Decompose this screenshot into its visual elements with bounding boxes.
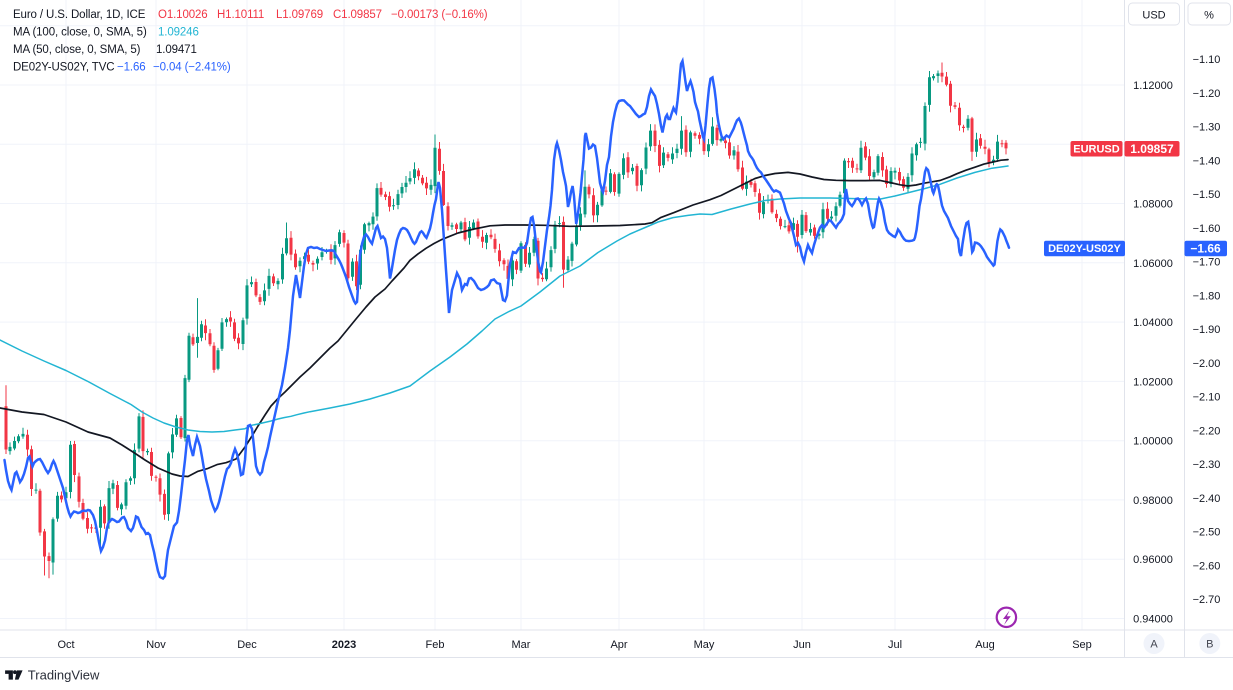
svg-text:−1.10: −1.10 [1193, 54, 1221, 66]
svg-text:Jun: Jun [793, 639, 811, 651]
svg-text:Euro / U.S. Dollar, 1D, ICE: Euro / U.S. Dollar, 1D, ICE [13, 9, 146, 21]
svg-text:1.09246: 1.09246 [158, 27, 199, 39]
svg-text:DE02Y-US02Y, TVC: DE02Y-US02Y, TVC [13, 62, 114, 74]
svg-text:C1.09857: C1.09857 [333, 9, 382, 21]
svg-text:0.96000: 0.96000 [1133, 554, 1173, 566]
svg-text:B: B [1206, 639, 1213, 651]
svg-text:−2.00: −2.00 [1193, 358, 1221, 370]
svg-text:DE02Y-US02Y: DE02Y-US02Y [1048, 243, 1121, 255]
svg-text:−2.70: −2.70 [1193, 594, 1221, 606]
svg-text:1.02000: 1.02000 [1133, 376, 1173, 388]
svg-text:MA (100, close, 0, SMA, 5): MA (100, close, 0, SMA, 5) [13, 27, 147, 39]
svg-text:Jul: Jul [888, 639, 902, 651]
svg-text:−1.66: −1.66 [1190, 242, 1221, 256]
svg-text:Apr: Apr [610, 639, 627, 651]
svg-text:−2.10: −2.10 [1193, 392, 1221, 404]
svg-text:MA (50, close, 0, SMA, 5): MA (50, close, 0, SMA, 5) [13, 44, 141, 56]
svg-text:Oct: Oct [57, 639, 74, 651]
svg-text:May: May [694, 639, 715, 651]
svg-text:−2.30: −2.30 [1193, 459, 1221, 471]
svg-text:1.06000: 1.06000 [1133, 258, 1173, 270]
svg-text:1.08000: 1.08000 [1133, 199, 1173, 211]
svg-text:1.09857: 1.09857 [1130, 142, 1174, 156]
svg-text:−1.60: −1.60 [1193, 223, 1221, 235]
svg-text:H1.10111: H1.10111 [217, 9, 264, 21]
svg-text:−2.60: −2.60 [1193, 560, 1221, 572]
svg-text:Sep: Sep [1072, 639, 1092, 651]
svg-text:0.98000: 0.98000 [1133, 495, 1173, 507]
svg-text:−1.50: −1.50 [1193, 189, 1221, 201]
svg-text:1.04000: 1.04000 [1133, 317, 1173, 329]
svg-text:−0.00173 (−0.16%): −0.00173 (−0.16%) [391, 9, 488, 21]
svg-text:−0.04 (−2.41%): −0.04 (−2.41%) [153, 62, 231, 74]
svg-text:−1.90: −1.90 [1193, 324, 1221, 336]
svg-text:USD: USD [1142, 10, 1165, 22]
svg-text:−2.20: −2.20 [1193, 425, 1221, 437]
svg-text:−1.80: −1.80 [1193, 290, 1221, 302]
svg-text:Dec: Dec [237, 639, 257, 651]
svg-text:1.09471: 1.09471 [156, 44, 197, 56]
svg-text:−1.70: −1.70 [1193, 257, 1221, 269]
svg-text:1.00000: 1.00000 [1133, 436, 1173, 448]
svg-text:−1.40: −1.40 [1193, 155, 1221, 167]
svg-text:O1.10026: O1.10026 [158, 9, 208, 21]
svg-text:1.12000: 1.12000 [1133, 80, 1173, 92]
svg-text:L1.09769: L1.09769 [276, 9, 323, 21]
svg-text:A: A [1150, 639, 1158, 651]
svg-text:%: % [1204, 10, 1214, 22]
svg-text:−1.30: −1.30 [1193, 122, 1221, 134]
svg-text:TradingView: TradingView [28, 667, 100, 682]
svg-text:Aug: Aug [975, 639, 995, 651]
svg-text:−1.20: −1.20 [1193, 88, 1221, 100]
svg-text:Nov: Nov [146, 639, 166, 651]
svg-text:EURUSD: EURUSD [1073, 144, 1120, 156]
svg-text:Feb: Feb [426, 639, 445, 651]
svg-text:2023: 2023 [332, 639, 356, 651]
svg-text:−1.66: −1.66 [117, 62, 146, 74]
svg-text:−2.50: −2.50 [1193, 527, 1221, 539]
svg-text:Mar: Mar [512, 639, 531, 651]
svg-text:−2.40: −2.40 [1193, 493, 1221, 505]
svg-text:0.94000: 0.94000 [1133, 614, 1173, 626]
